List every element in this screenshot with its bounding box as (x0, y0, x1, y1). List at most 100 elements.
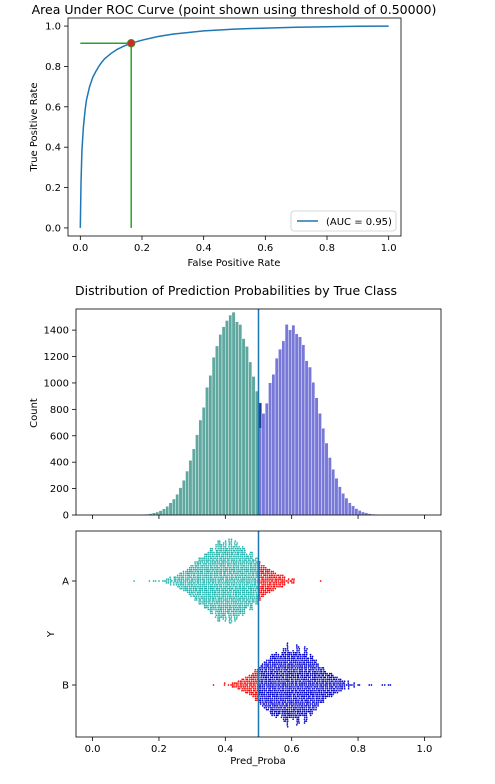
swarm-point (313, 699, 315, 702)
swarm-point (283, 706, 285, 709)
swarm-point (288, 665, 291, 667)
swarm-point (228, 597, 231, 599)
swarm-point (247, 578, 250, 580)
swarm-point (235, 544, 238, 546)
swarm-point (283, 716, 285, 719)
swarm-point (202, 574, 204, 577)
swarm-x-tick-label: 0.4 (217, 744, 233, 755)
swarm-point (296, 663, 299, 665)
swarm-point (300, 661, 302, 664)
swarm-point (265, 659, 268, 662)
swarm-point (222, 566, 225, 569)
swarm-point (215, 614, 218, 617)
swarm-point (245, 559, 248, 561)
swarm-point (204, 593, 206, 596)
swarm-point (275, 667, 278, 669)
swarm-point (267, 682, 270, 684)
swarm-point (216, 568, 219, 571)
swarm-point (222, 591, 225, 594)
roc-x-tick-label: 0.4 (196, 243, 212, 254)
swarm-point (312, 665, 315, 667)
swarm-point (282, 693, 285, 696)
swarm-point (268, 585, 270, 588)
histogram-bar (231, 311, 236, 516)
swarm-point (290, 659, 293, 662)
swarm-point (298, 649, 300, 652)
swarm-point (237, 686, 240, 688)
swarm-point (268, 661, 270, 664)
swarm-point (298, 648, 301, 650)
swarm-point (261, 667, 264, 669)
swarm-point (190, 564, 192, 567)
swarm-point (239, 591, 242, 594)
swarm-point (326, 678, 329, 681)
swarm-point (218, 555, 221, 558)
histogram-bar (294, 333, 299, 516)
swarm-point (249, 561, 251, 563)
swarm-point (207, 561, 209, 563)
swarm-point (269, 686, 272, 688)
swarm-point (248, 674, 251, 677)
swarm-point (249, 564, 252, 567)
swarm-point (232, 591, 235, 594)
swarm-point (232, 570, 235, 573)
swarm-point (226, 568, 229, 571)
swarm-point (216, 555, 219, 558)
swarm-point (315, 663, 318, 665)
swarm-point (326, 676, 329, 679)
swarm-point (311, 697, 313, 700)
swarm-point (226, 591, 229, 594)
swarm-point (285, 668, 287, 671)
swarm-point (358, 684, 361, 686)
swarm-point (202, 582, 204, 584)
swarm-point (281, 582, 284, 584)
swarm-point (280, 674, 283, 677)
swarm-point (326, 687, 329, 690)
swarm-point (341, 680, 344, 683)
swarm-point (224, 563, 227, 565)
swarm-point (313, 689, 315, 692)
swarm-point (296, 668, 298, 671)
swarm-point (311, 672, 314, 675)
swarm-point (254, 582, 257, 584)
histogram-bar (337, 486, 342, 516)
swarm-point (281, 687, 284, 690)
swarm-point (290, 674, 293, 677)
swarm-point (271, 655, 274, 658)
swarm-point (331, 674, 334, 677)
swarm-point (235, 563, 238, 565)
swarm-point (301, 665, 304, 667)
swarm-point (275, 712, 278, 715)
swarm-point (317, 674, 320, 677)
swarm-point (194, 587, 197, 590)
swarm-point (234, 555, 236, 558)
swarm-point (273, 695, 276, 698)
swarm-point (330, 680, 333, 683)
swarm-point (303, 663, 306, 665)
swarm-point (259, 587, 261, 590)
swarm-point (243, 576, 246, 579)
swarm-point (205, 559, 208, 561)
swarm-point (313, 687, 316, 690)
swarm-point (188, 576, 191, 579)
swarm-point (293, 657, 296, 660)
swarm-point (322, 699, 325, 702)
swarm-point (251, 597, 254, 599)
swarm-point (273, 697, 276, 700)
swarm-point (259, 703, 262, 705)
swarm-point (238, 549, 240, 552)
swarm-point (245, 599, 248, 601)
swarm-point (251, 599, 254, 601)
swarm-point (279, 578, 282, 580)
swarm-point (247, 583, 249, 586)
swarm-point (325, 691, 327, 694)
swarm-point (347, 680, 350, 683)
swarm-point (250, 687, 253, 690)
swarm-point (230, 544, 233, 546)
swarm-point (309, 670, 311, 673)
swarm-point (249, 601, 251, 603)
swarm-point (237, 563, 240, 565)
swarm-point (294, 705, 296, 707)
swarm-point (248, 693, 251, 696)
swarm-point (319, 687, 321, 690)
